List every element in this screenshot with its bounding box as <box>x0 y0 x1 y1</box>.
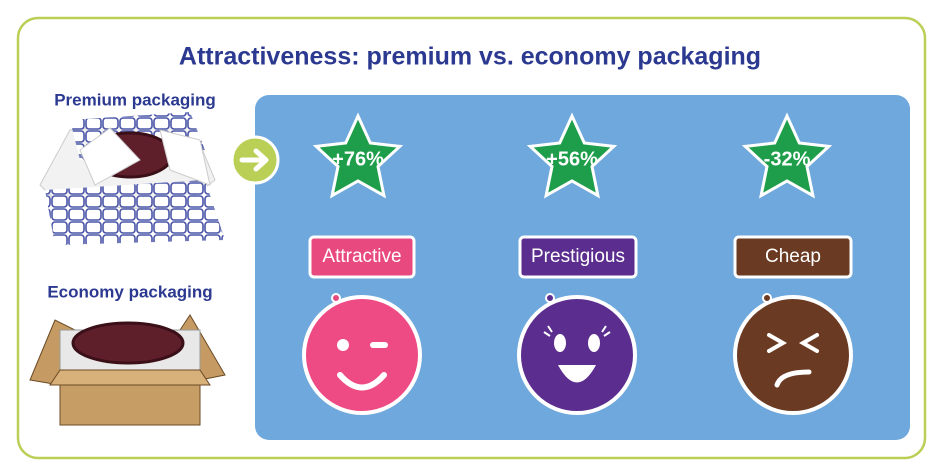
change: +76% <box>332 148 384 170</box>
change: -32% <box>764 148 811 170</box>
label: Attractive <box>322 246 401 267</box>
result: +76% Attractive <box>302 114 422 415</box>
economy-image <box>29 314 226 426</box>
label: Cheap <box>765 246 821 267</box>
premium-image <box>39 112 225 245</box>
title: Attractiveness: premium vs. economy pack… <box>179 43 761 71</box>
result: +56% Prestigious <box>517 114 638 415</box>
arrow <box>230 135 280 185</box>
result: -32% Cheap <box>733 114 853 415</box>
change: +56% <box>546 148 598 170</box>
economy-label: Economy packaging <box>47 282 212 301</box>
label: Prestigious <box>531 246 625 267</box>
premium-label: Premium packaging <box>54 90 216 109</box>
